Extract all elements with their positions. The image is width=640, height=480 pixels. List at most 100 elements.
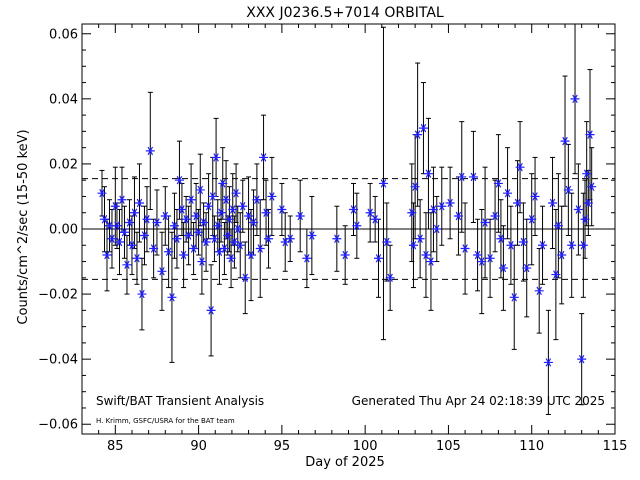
data-point [307,231,317,240]
data-point [169,221,179,230]
data-point [197,257,207,266]
data-point [415,234,425,243]
data-point [583,198,593,208]
y-tick-label: 0.00 [49,223,78,238]
x-tick-label: 95 [274,439,291,454]
data-point [122,260,132,270]
data-point [277,205,287,214]
data-point [223,231,233,240]
data-point [509,293,519,302]
data-point [117,195,127,204]
data-point [295,211,305,221]
data-point [585,130,595,139]
x-tick-label: 115 [603,439,628,454]
data-point [432,224,442,234]
x-tick-label: 105 [436,439,461,454]
data-point [382,237,392,247]
data-point [573,205,583,214]
data-point [201,237,211,247]
data-point [129,208,139,217]
data-point [132,254,142,263]
data-point [352,221,362,230]
data-point [480,218,490,227]
data-point [493,179,503,188]
analysis-label: Swift/BAT Transient Analysis [96,394,264,408]
data-point [548,198,558,208]
data-point [407,208,417,217]
data-point [226,254,236,263]
data-point [191,211,201,221]
data-point [255,244,265,253]
data-point [477,257,487,266]
x-tick-label: 100 [353,439,378,454]
data-point [267,192,277,201]
data-point [418,123,428,133]
data-point [518,237,528,247]
data-point [428,205,438,214]
data-point [252,195,262,204]
data-point [580,215,590,224]
data-point [134,198,144,208]
data-point [373,254,383,263]
data-point [445,198,455,208]
generated-timestamp: Generated Thu Apr 24 02:18:39 UTC 2025 [352,394,605,408]
y-tick-label: −0.02 [38,288,78,303]
data-point [229,237,239,247]
data-point [246,250,256,260]
data-point [261,208,271,217]
data-point [485,254,495,263]
y-tick-label: 0.06 [49,27,78,42]
data-point [332,234,342,243]
x-axis-label: Day of 2025 [305,455,385,470]
data-point [238,202,248,211]
data-point [285,234,295,243]
data-point [530,192,540,201]
data-point [221,195,231,204]
data-point [551,270,561,279]
data-point [578,241,588,250]
data-point [231,188,241,198]
data-point [216,208,226,217]
data-point [340,250,350,260]
data-point [378,179,388,188]
data-point [99,215,109,224]
data-point [206,306,216,315]
data-point [577,354,587,364]
y-tick-label: 0.04 [49,92,78,107]
data-point [513,198,523,208]
data-point [365,208,375,217]
data-point [194,228,204,237]
data-point [204,202,214,211]
credit-label: H. Krimm, GSFC/USRA for the BAT team [96,417,235,425]
x-tick-label: 85 [107,439,124,454]
data-point [563,185,573,195]
data-point [186,195,196,204]
data-point [177,205,187,214]
data-point [195,185,205,195]
data-point [199,218,209,227]
data-point [97,188,107,198]
data-point [209,234,219,243]
data-point [560,136,570,146]
data-point [503,188,513,198]
data-point [157,267,167,276]
data-point [110,202,120,211]
data-point [522,263,532,273]
data-point [137,289,147,299]
data-point [423,169,433,178]
data-point [107,234,117,243]
data-point [437,202,447,211]
data-point [496,234,506,243]
data-point [213,221,223,230]
chart-title: XXX J0236.5+7014 ORBITAL [246,5,444,21]
x-tick-label: 110 [519,439,544,454]
data-point [114,237,124,247]
y-tick-label: −0.04 [38,353,78,368]
data-point [152,218,162,227]
data-point [553,221,563,230]
y-tick-label: −0.06 [38,418,78,433]
data-point [527,215,537,224]
data-point [218,179,228,188]
data-point [142,215,152,224]
data-point [259,153,269,162]
